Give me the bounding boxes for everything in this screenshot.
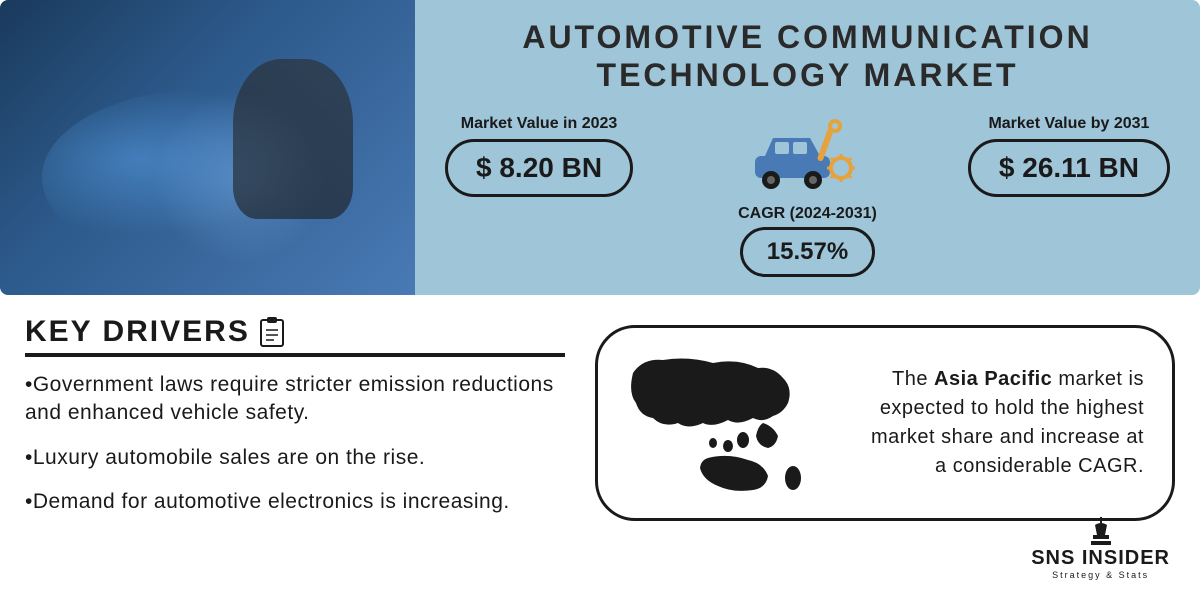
stat-2031-label: Market Value by 2031 <box>988 115 1149 133</box>
title-stats-panel: AUTOMOTIVE COMMUNICATION TECHNOLOGY MARK… <box>415 0 1200 295</box>
stat-2031-value: $ 26.11 BN <box>968 139 1170 197</box>
region-prefix: The <box>892 368 934 390</box>
stats-row: Market Value in 2023 $ 8.20 BN Market V <box>445 115 1170 197</box>
title-line-2: TECHNOLOGY MARKET <box>597 57 1019 93</box>
asia-pacific-map-icon <box>618 348 838 498</box>
region-pill: The Asia Pacific market is expected to h… <box>595 325 1175 521</box>
region-panel: The Asia Pacific market is expected to h… <box>585 305 1200 600</box>
stat-2023: Market Value in 2023 $ 8.20 BN <box>445 115 633 197</box>
driver-item: •Luxury automobile sales are on the rise… <box>25 444 565 472</box>
stat-2031: Market Value by 2031 $ 26.11 BN <box>968 115 1170 197</box>
bottom-section: KEY DRIVERS •Government laws require str… <box>0 295 1200 600</box>
logo-tagline: Strategy & Stats <box>1052 570 1149 580</box>
cagr-label: CAGR (2024-2031) <box>738 205 877 223</box>
title-line-1: AUTOMOTIVE COMMUNICATION <box>522 19 1092 55</box>
cagr-value: 15.57% <box>740 227 875 277</box>
stat-2023-value: $ 8.20 BN <box>445 139 633 197</box>
cagr-block: CAGR (2024-2031) 15.57% <box>445 205 1170 277</box>
driver-item: •Government laws require stricter emissi… <box>25 371 565 428</box>
main-title: AUTOMOTIVE COMMUNICATION TECHNOLOGY MARK… <box>445 18 1170 95</box>
brand-logo: SNS INSIDER Strategy & Stats <box>1031 515 1170 580</box>
region-text: The Asia Pacific market is expected to h… <box>856 365 1144 481</box>
top-section: AUTOMOTIVE COMMUNICATION TECHNOLOGY MARK… <box>0 0 1200 295</box>
driver-item: •Demand for automotive electronics is in… <box>25 488 565 516</box>
key-drivers-panel: KEY DRIVERS •Government laws require str… <box>0 305 585 600</box>
logo-name: SNS INSIDER <box>1031 547 1170 570</box>
clipboard-icon <box>258 316 286 348</box>
stat-2023-label: Market Value in 2023 <box>461 115 618 133</box>
car-wrench-icon <box>745 116 855 196</box>
drivers-title: KEY DRIVERS <box>25 315 250 349</box>
drivers-header: KEY DRIVERS <box>25 315 565 357</box>
region-bold: Asia Pacific <box>934 368 1052 390</box>
hero-photo <box>0 0 415 295</box>
chess-king-icon <box>1085 515 1117 547</box>
